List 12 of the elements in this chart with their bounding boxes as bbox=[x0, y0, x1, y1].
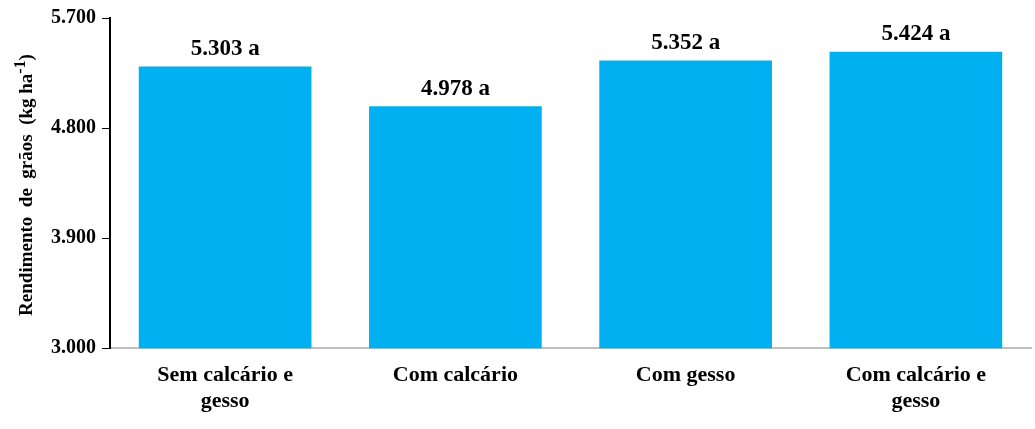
data-label: 4.978 a bbox=[420, 74, 491, 100]
x-tick-label: Com calcário bbox=[392, 361, 518, 387]
y-tick-label: 3.000 bbox=[51, 335, 96, 358]
data-label: 5.303 a bbox=[190, 34, 261, 60]
y-tick-label: 4.800 bbox=[51, 115, 96, 138]
x-tick-label: Sem calcário e gesso bbox=[157, 361, 294, 413]
x-tick-label: Com calcário e gesso bbox=[845, 361, 987, 413]
x-tick-label: Com gesso bbox=[635, 361, 736, 387]
y-tick-label: 3.900 bbox=[51, 225, 96, 248]
data-label: 5.352 a bbox=[651, 29, 721, 54]
y-tick-label: 5.700 bbox=[51, 5, 96, 28]
data-label: 5.424 a bbox=[881, 20, 951, 46]
